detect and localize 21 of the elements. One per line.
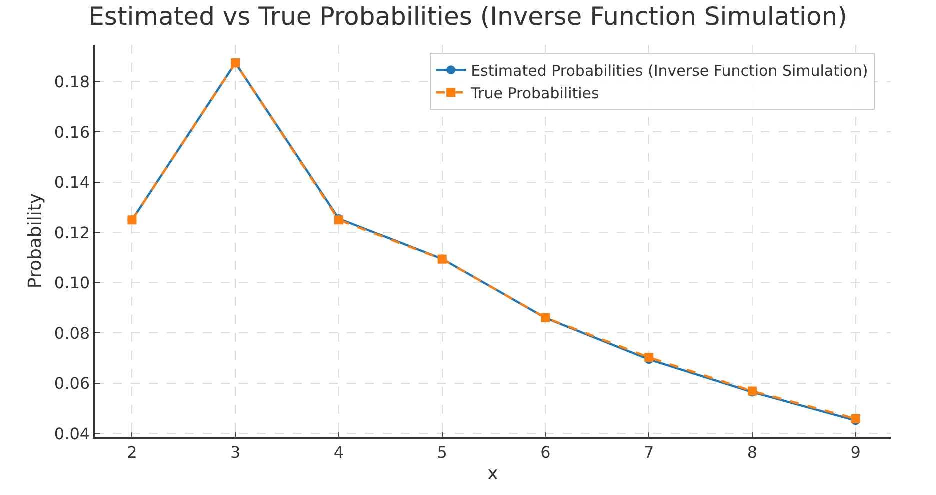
y-axis-title: Probability (25, 193, 46, 289)
y-tick-label: 0.12 (54, 223, 90, 242)
y-tick-label: 0.04 (54, 424, 90, 444)
x-tick-label: 6 (540, 442, 551, 462)
x-tick-label: 3 (230, 442, 241, 462)
x-axis-title: x (488, 464, 499, 485)
legend-label: True Probabilities (470, 84, 600, 102)
legend-label: Estimated Probabilities (Inverse Function Simulation) (471, 62, 868, 80)
y-tick-label: 0.18 (54, 72, 90, 92)
x-tick-label: 8 (747, 442, 758, 462)
y-tick-label: 0.16 (54, 122, 90, 142)
y-tick-label: 0.10 (54, 274, 90, 293)
x-tick-label: 5 (437, 442, 448, 462)
y-tick-label: 0.06 (54, 374, 90, 394)
x-tick-label: 9 (850, 442, 861, 462)
x-tick-label: 4 (334, 442, 344, 462)
chart-title: Estimated vs True Probabilities (Inverse Function Simulation) (88, 2, 848, 31)
x-tick-label: 2 (127, 442, 138, 462)
x-tick-label: 7 (644, 442, 654, 462)
y-tick-label: 0.14 (54, 173, 90, 192)
y-tick-label: 0.08 (54, 324, 90, 343)
